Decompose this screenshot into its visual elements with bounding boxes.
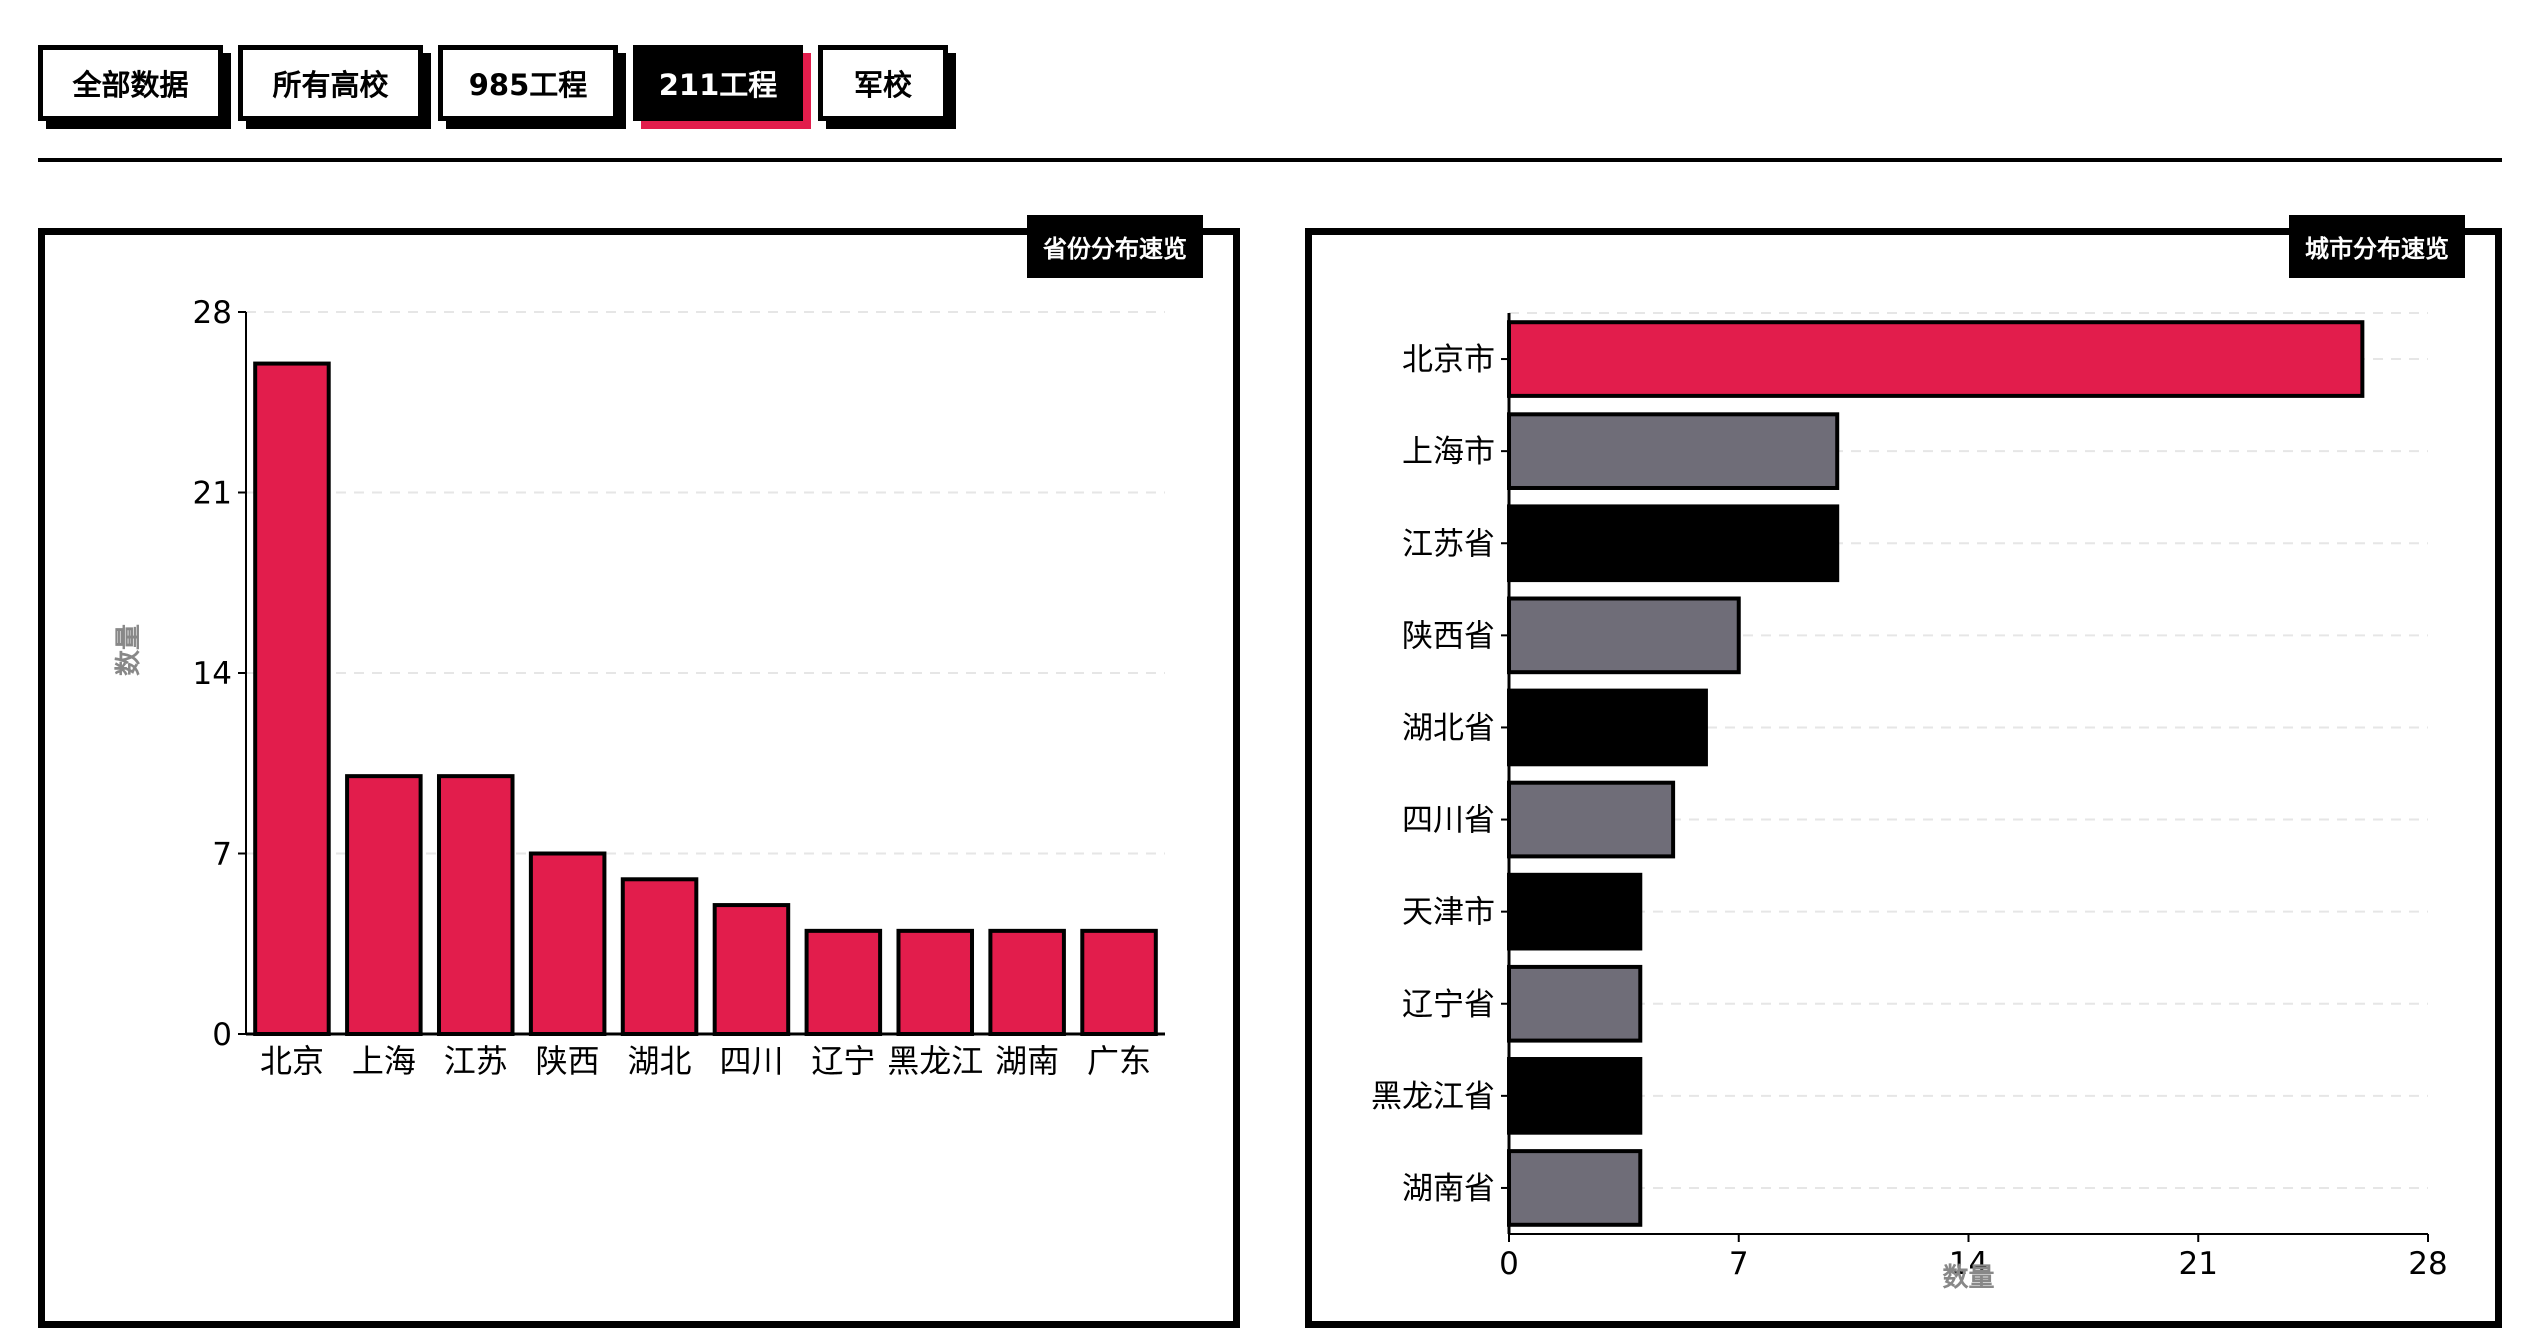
x-axis-label: 数量: [1942, 1263, 1994, 1293]
y-axis-label: 数量: [114, 624, 144, 676]
bar: [804, 928, 883, 1036]
y-tick-label: 28: [193, 295, 232, 331]
bar: [896, 928, 975, 1036]
y-tick-label: 上海市: [1402, 434, 1495, 470]
x-tick-label: 北京: [260, 1042, 324, 1080]
bar: [253, 361, 331, 1037]
x-tick-label: 湖北: [628, 1042, 692, 1080]
x-tick-label: 广东: [1087, 1042, 1151, 1080]
y-tick-label: 黑龙江省: [1371, 1079, 1495, 1115]
y-tick-label: 21: [193, 476, 232, 512]
x-tick-label: 湖南: [995, 1042, 1059, 1080]
bar: [1507, 504, 1840, 583]
y-tick-label: 0: [212, 1017, 232, 1053]
y-tick-label: 14: [193, 656, 232, 692]
bar: [345, 774, 423, 1037]
city-panel-title: 城市分布速览: [2289, 215, 2465, 278]
x-tick-label: 0: [1499, 1246, 1519, 1282]
y-tick-label: 7: [212, 837, 232, 873]
tab-all-universities[interactable]: 所有高校: [238, 45, 423, 121]
bar: [988, 928, 1066, 1036]
x-tick-label: 7: [1729, 1246, 1749, 1282]
bar: [1507, 412, 1840, 490]
province-chart: 0 7 14 21 28 北京 上海 江苏 陕西 湖北 四川 辽宁 黑龙江 湖南 广东 数量: [114, 295, 1165, 1080]
x-tick-label: 江苏: [444, 1042, 508, 1080]
y-tick-label: 天津市: [1402, 895, 1495, 931]
city-panel: 城市分布速览 北京市上海市江苏省陕西省湖北省四川省天津市辽宁省黑龙江省湖南省 0 7…: [1305, 215, 2502, 1328]
x-tick-label: 28: [2408, 1246, 2447, 1282]
y-tick-label: 陕西省: [1402, 618, 1495, 654]
x-tick-label: 上海: [352, 1042, 416, 1080]
y-tick-label: 江苏省: [1402, 526, 1495, 562]
y-tick-label: 四川省: [1402, 803, 1495, 839]
province-panel: 省份分布速览 0 7 14 21 28 北京 上海 江苏 陕西 湖北 四川 辽宁 黑龙江 湖南 广东 数量: [38, 215, 1240, 1328]
bar: [1507, 780, 1676, 859]
province-panel-title: 省份分布速览: [1027, 215, 1203, 278]
bar: [1507, 320, 2365, 398]
x-tick-label: 辽宁: [811, 1042, 875, 1080]
bar: [620, 877, 699, 1036]
y-tick-label: 北京市: [1402, 342, 1495, 378]
bar: [1507, 872, 1643, 951]
tab-985[interactable]: 985工程: [438, 45, 618, 121]
bar: [1507, 964, 1643, 1043]
bar: [1507, 1149, 1643, 1227]
tab-all-data[interactable]: 全部数据: [38, 45, 223, 121]
y-tick-label: 辽宁省: [1402, 987, 1495, 1023]
bar: [1507, 596, 1741, 675]
bar: [1080, 928, 1158, 1036]
x-tick-label: 黑龙江: [887, 1042, 983, 1080]
bar: [436, 774, 515, 1037]
y-tick-label: 湖南省: [1402, 1171, 1495, 1207]
x-tick-label: 陕西: [536, 1042, 600, 1080]
y-tick-label: 湖北省: [1402, 710, 1495, 746]
divider: [38, 158, 2502, 162]
x-tick-label: 14: [1949, 1246, 1988, 1282]
bar: [1507, 1057, 1643, 1135]
tab-military[interactable]: 军校: [818, 45, 948, 121]
bar: [712, 903, 791, 1036]
bar: [528, 851, 607, 1036]
x-tick-label: 21: [2179, 1246, 2218, 1282]
bar: [1507, 688, 1708, 767]
tab-211[interactable]: 211工程: [633, 45, 803, 121]
x-tick-label: 四川: [719, 1042, 783, 1080]
